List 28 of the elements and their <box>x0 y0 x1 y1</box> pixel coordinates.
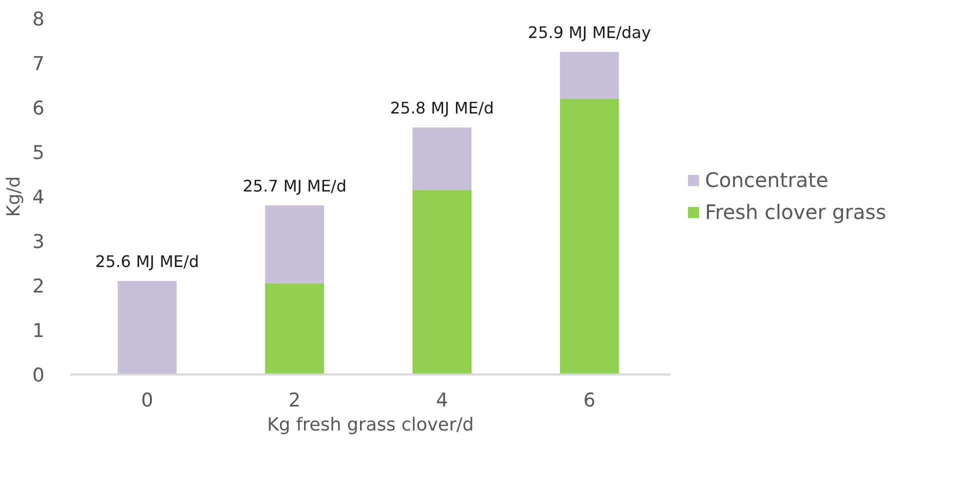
x-tick-label: 0 <box>141 390 154 412</box>
y-axis-title: Kg/d <box>3 176 24 217</box>
bar <box>560 98 619 374</box>
y-tick-label: 4 <box>32 186 45 208</box>
y-tick-label: 5 <box>32 142 45 164</box>
x-tick-label: 4 <box>436 390 448 412</box>
y-tick-label: 0 <box>32 364 45 386</box>
legend-label: Concentrate <box>705 168 828 192</box>
legend-label: Fresh clover grass <box>705 200 886 224</box>
x-tick-label: 6 <box>583 390 596 412</box>
bar <box>560 52 619 99</box>
x-tick-label: 2 <box>288 390 301 412</box>
y-tick-label: 8 <box>32 8 45 30</box>
y-tick-label: 3 <box>32 231 45 253</box>
bar <box>265 205 324 284</box>
y-tick-label: 6 <box>32 98 45 120</box>
y-tick-label: 2 <box>32 276 45 298</box>
annotation: 25.8 MJ ME/d <box>390 98 494 118</box>
bar <box>265 283 324 374</box>
annotation: 25.9 MJ ME/day <box>528 22 651 42</box>
y-tick-label: 1 <box>32 320 45 342</box>
bar <box>412 190 472 374</box>
bar <box>118 281 177 374</box>
bar <box>412 128 472 190</box>
annotation: 25.6 MJ ME/d <box>95 252 200 272</box>
annotation: 25.7 MJ ME/d <box>242 176 346 196</box>
x-axis-title: Kg fresh grass clover/d <box>267 414 474 436</box>
y-tick-label: 7 <box>32 53 45 75</box>
